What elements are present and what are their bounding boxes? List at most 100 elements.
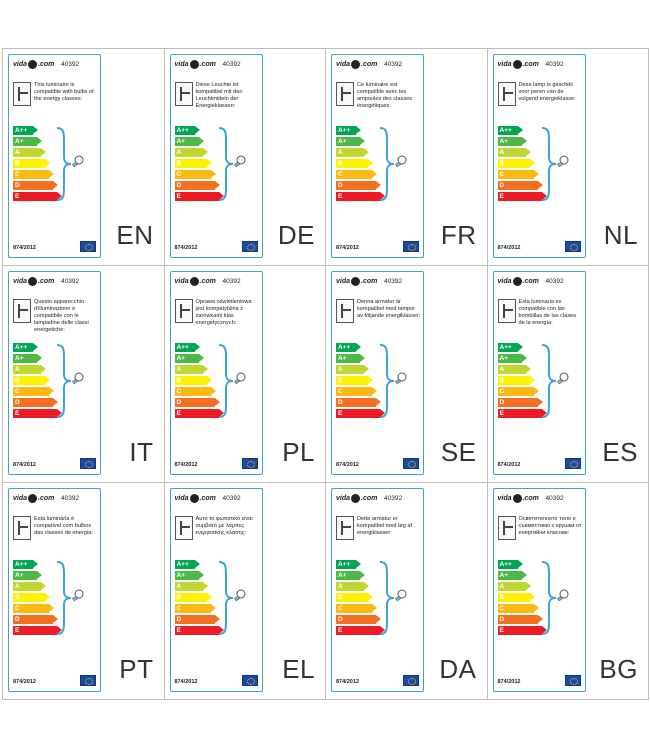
energy-class-a: A <box>13 582 46 591</box>
luminaire-arm <box>20 92 28 94</box>
product-code: 40392 <box>61 278 80 285</box>
energy-class-d: D <box>13 398 58 407</box>
language-code: BG <box>599 654 638 684</box>
energy-class-e: E <box>336 626 385 635</box>
brand-mark-icon <box>351 494 361 503</box>
energy-class-d: D <box>13 181 58 190</box>
brand-logo: vida .com <box>498 494 539 503</box>
eu-flag-icon <box>564 241 581 252</box>
brand-mark-icon <box>512 60 522 69</box>
energy-class-aplusplus: A++ <box>13 343 38 352</box>
brand-name-left: vida <box>13 278 28 285</box>
regulation-number: 874/2012 <box>13 679 36 685</box>
brand-mark-icon <box>28 494 38 503</box>
energy-class-aplusplus: A++ <box>497 343 523 352</box>
energy-class-aplusplus: A++ <box>336 126 361 135</box>
language-code: NL <box>603 220 638 250</box>
language-code: EL <box>282 654 315 684</box>
energy-label-card: vida .com 40392 Esta luminaria es compatibl… <box>492 271 586 475</box>
luminaire-arm <box>343 309 351 311</box>
brand-name-left: vida <box>497 61 512 68</box>
energy-class-e: E <box>497 409 547 418</box>
energy-class-d: D <box>497 181 543 190</box>
brand-logo: vida .com <box>498 277 539 286</box>
regulation-number: 874/2012 <box>336 245 359 251</box>
bulb-icon <box>556 155 568 168</box>
product-code: 40392 <box>545 278 564 285</box>
luminaire-arm <box>20 526 28 528</box>
brand-name-right: .com <box>522 495 539 502</box>
energy-class-c: C <box>174 604 216 613</box>
energy-class-d: D <box>497 615 543 624</box>
energy-class-c: C <box>13 387 54 396</box>
brand-name-right: .com <box>361 278 378 285</box>
luminaire-stem <box>502 304 505 318</box>
energy-class-b: B <box>174 376 212 385</box>
label-cell-en: vida .com 40392 This luminaire is compatibl… <box>3 49 165 266</box>
compatibility-text: This luminaire is compatible with bulbs … <box>34 82 94 102</box>
luminaire-arm <box>504 309 513 311</box>
luminaire-stem <box>179 87 182 101</box>
brand-mark-icon <box>28 60 38 69</box>
brand-mark-icon <box>28 277 38 286</box>
label-cell-bg: vida .com 40392 Осветителното тяло е съвмес… <box>487 483 649 700</box>
compatibility-text: Ce luminaire est compatible avec les amp… <box>357 82 413 109</box>
bulb-icon <box>395 589 407 602</box>
language-code: FR <box>440 220 477 250</box>
brand-name-right: .com <box>522 278 539 285</box>
brand-name-right: .com <box>199 495 216 502</box>
bulb-icon <box>233 372 245 385</box>
luminaire-stem <box>341 87 343 101</box>
language-code: EN <box>116 220 154 250</box>
energy-class-b: B <box>497 376 535 385</box>
eu-flag-icon <box>403 675 419 686</box>
energy-label-card: vida .com 40392 Deze lamp is geschikt voor … <box>492 54 586 258</box>
bulb-icon <box>72 589 84 602</box>
energy-class-aplus: A+ <box>13 571 42 580</box>
regulation-number: 874/2012 <box>497 679 521 685</box>
brand-name-right: .com <box>199 61 216 68</box>
luminaire-stem <box>341 304 343 318</box>
compatibility-text: Questo apparecchio d'illuminazione è com… <box>34 299 89 333</box>
brace-icon <box>379 127 395 201</box>
energy-class-c: C <box>497 387 539 396</box>
brand-name-left: vida <box>336 61 351 68</box>
energy-class-b: B <box>174 593 212 602</box>
energy-class-b: B <box>13 376 50 385</box>
bulb-icon <box>395 155 407 168</box>
compatibility-text: Deze lamp is geschikt voor peren van de … <box>518 82 576 102</box>
luminaire-icon <box>497 82 516 106</box>
luminaire-stem <box>18 521 20 535</box>
product-code: 40392 <box>222 495 241 502</box>
energy-class-a: A <box>174 582 208 591</box>
compatibility-text: Dette armatur er kompatibel med løg af e… <box>357 516 413 536</box>
energy-class-aplusplus: A++ <box>13 126 38 135</box>
energy-label-card: vida .com 40392 Esta luminária é compatível… <box>8 488 101 692</box>
brand-mark-icon <box>512 277 522 286</box>
energy-label-card: vida .com 40392 Oprawa oświetleniowa jest k… <box>169 271 263 475</box>
regulation-number: 874/2012 <box>13 462 36 468</box>
luminaire-icon <box>336 82 354 106</box>
brand-mark-icon <box>189 60 199 69</box>
energy-class-c: C <box>174 170 216 179</box>
energy-class-a: A <box>13 365 46 374</box>
brace-icon <box>56 344 72 418</box>
product-code: 40392 <box>61 495 80 502</box>
brand-mark-icon <box>351 277 361 286</box>
energy-class-b: B <box>497 159 535 168</box>
energy-class-c: C <box>336 604 377 613</box>
energy-class-a: A <box>497 148 531 157</box>
brand-name-left: vida <box>174 495 189 502</box>
language-code: PT <box>119 654 154 684</box>
brand-logo: vida .com <box>175 60 216 69</box>
energy-class-aplusplus: A++ <box>174 343 200 352</box>
brand-name-left: vida <box>174 61 189 68</box>
luminaire-stem <box>179 304 182 318</box>
energy-class-aplusplus: A++ <box>336 343 361 352</box>
product-code: 40392 <box>222 278 241 285</box>
product-code: 40392 <box>384 278 403 285</box>
energy-class-aplusplus: A++ <box>174 126 200 135</box>
regulation-number: 874/2012 <box>174 245 198 251</box>
label-cell-de: vida .com 40392 Diese Leuchte ist kompatibe… <box>164 49 326 266</box>
luminaire-arm <box>20 309 28 311</box>
